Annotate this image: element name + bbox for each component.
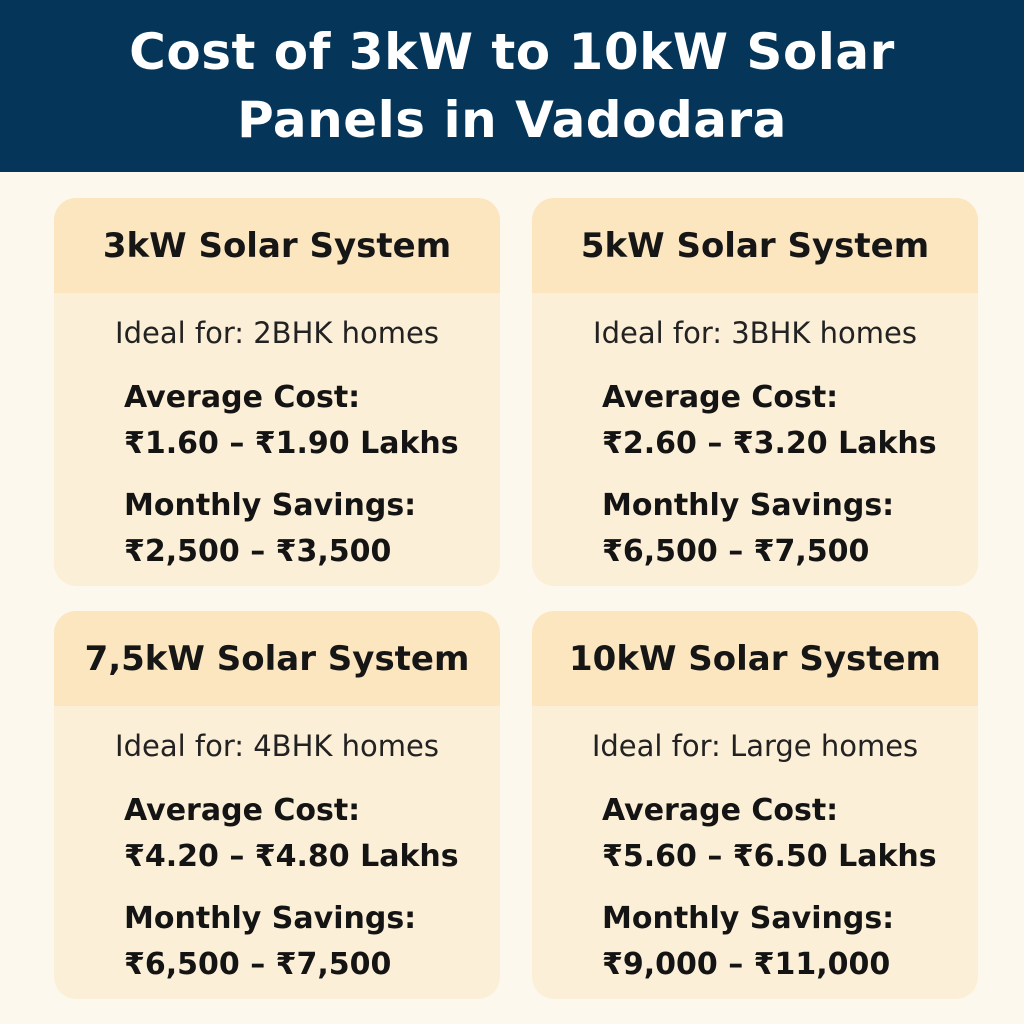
card-stats: Average Cost: ₹4.20 – ₹4.80 Lakhs Monthl… <box>54 788 500 988</box>
card-7-5kw: 7,5kW Solar System Ideal for: 4BHK homes… <box>54 611 500 999</box>
card-stats: Average Cost: ₹2.60 – ₹3.20 Lakhs Monthl… <box>532 375 978 575</box>
ideal-for-text: Ideal for: 4BHK homes <box>115 729 439 763</box>
page-title: Cost of 3kW to 10kW Solar Panels in Vado… <box>129 23 895 149</box>
monthly-savings-label: Monthly Savings: <box>602 901 895 936</box>
card-header: 5kW Solar System <box>532 198 978 293</box>
card-title: 3kW Solar System <box>102 225 452 266</box>
average-cost-label: Average Cost: <box>602 380 839 415</box>
card-title: 7,5kW Solar System <box>84 638 470 679</box>
average-cost-value: ₹4.20 – ₹4.80 Lakhs <box>124 839 459 874</box>
card-title: 5kW Solar System <box>580 225 930 266</box>
monthly-savings-value: ₹9,000 – ₹11,000 <box>602 947 891 982</box>
header-banner: Cost of 3kW to 10kW Solar Panels in Vado… <box>0 0 1024 172</box>
card-stats: Average Cost: ₹5.60 – ₹6.50 Lakhs Monthl… <box>532 788 978 988</box>
average-cost-value: ₹1.60 – ₹1.90 Lakhs <box>124 426 459 461</box>
average-cost-label: Average Cost: <box>602 793 839 828</box>
monthly-savings-label: Monthly Savings: <box>124 488 417 523</box>
card-5kw: 5kW Solar System Ideal for: 3BHK homes A… <box>532 198 978 586</box>
monthly-savings-value: ₹6,500 – ₹7,500 <box>602 534 870 569</box>
card-header: 7,5kW Solar System <box>54 611 500 706</box>
card-3kw: 3kW Solar System Ideal for: 2BHK homes A… <box>54 198 500 586</box>
average-cost-value: ₹2.60 – ₹3.20 Lakhs <box>602 426 937 461</box>
ideal-for-text: Ideal for: 2BHK homes <box>115 316 439 350</box>
average-cost-label: Average Cost: <box>124 380 361 415</box>
ideal-for-text: Ideal for: 3BHK homes <box>593 316 917 350</box>
card-header: 10kW Solar System <box>532 611 978 706</box>
monthly-savings-label: Monthly Savings: <box>602 488 895 523</box>
card-header: 3kW Solar System <box>54 198 500 293</box>
average-cost-value: ₹5.60 – ₹6.50 Lakhs <box>602 839 937 874</box>
average-cost-label: Average Cost: <box>124 793 361 828</box>
card-stats: Average Cost: ₹1.60 – ₹1.90 Lakhs Monthl… <box>54 375 500 575</box>
monthly-savings-label: Monthly Savings: <box>124 901 417 936</box>
card-10kw: 10kW Solar System Ideal for: Large homes… <box>532 611 978 999</box>
ideal-for-text: Ideal for: Large homes <box>591 729 919 763</box>
monthly-savings-value: ₹6,500 – ₹7,500 <box>124 947 392 982</box>
monthly-savings-value: ₹2,500 – ₹3,500 <box>124 534 392 569</box>
card-title: 10kW Solar System <box>569 638 941 679</box>
